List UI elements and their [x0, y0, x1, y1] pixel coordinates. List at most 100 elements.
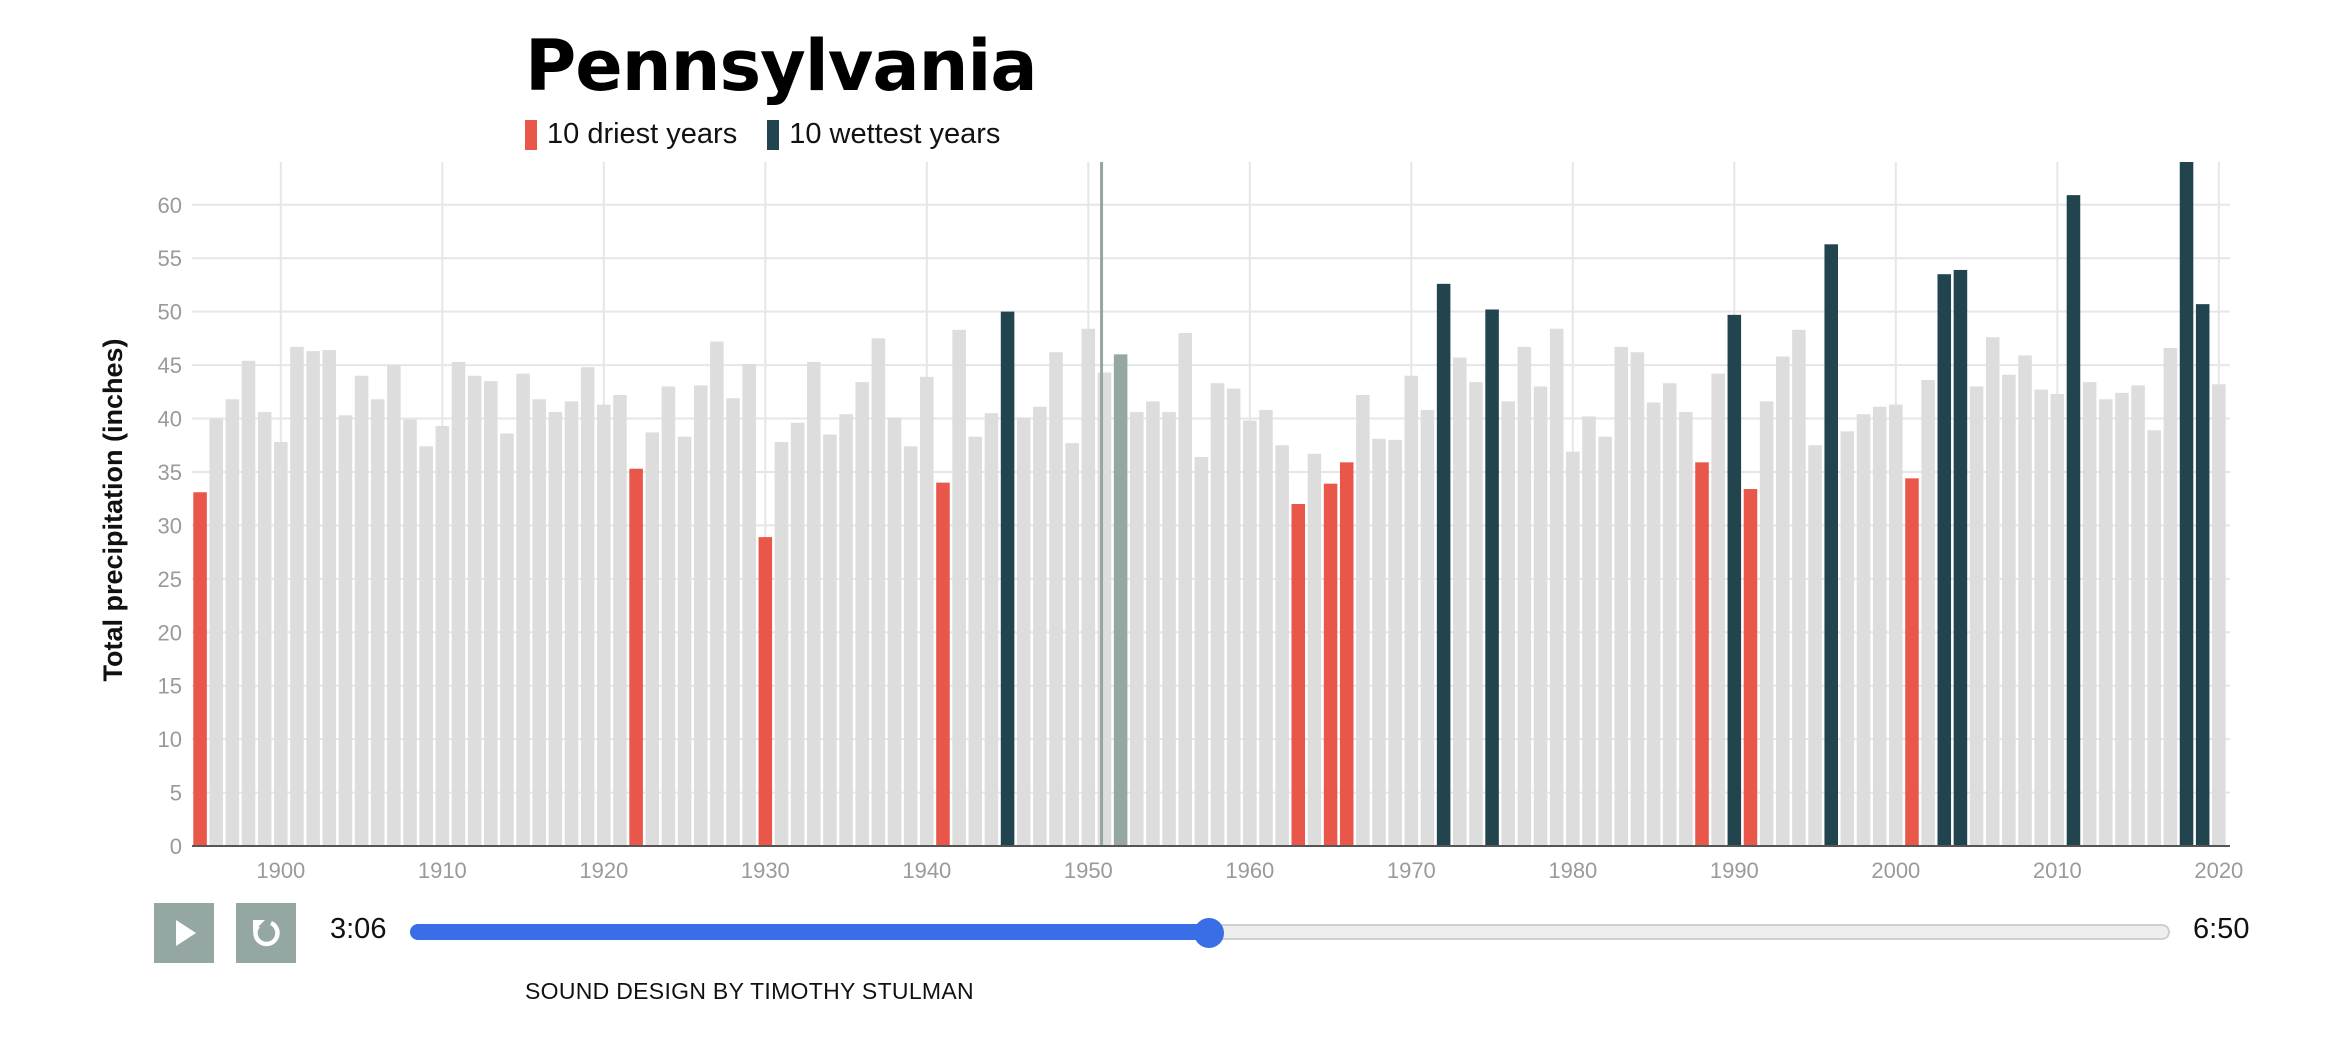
play-button[interactable] [154, 903, 214, 963]
bar-1997 [1840, 431, 1855, 846]
bar-1978 [1533, 386, 1548, 846]
bar-1940 [920, 376, 934, 846]
bars [193, 162, 2226, 847]
bar-1937 [871, 338, 886, 846]
bar-1962 [1275, 445, 1289, 846]
bar-1947 [1033, 406, 1047, 846]
bar-2015 [2131, 385, 2145, 846]
progress-track[interactable] [410, 924, 2170, 940]
bar-1921 [613, 394, 627, 846]
bar-2006 [1985, 337, 2000, 846]
bar-1993 [1776, 356, 1790, 846]
bar-2000 [1889, 404, 1903, 846]
x-tick-label: 1940 [902, 858, 951, 883]
y-tick-label: 20 [158, 620, 182, 645]
progress-thumb[interactable] [1194, 918, 1225, 948]
bar-1952 [1113, 354, 1128, 846]
bar-1964 [1307, 453, 1322, 846]
bar-1973 [1453, 357, 1467, 846]
bar-1926 [693, 385, 708, 846]
bar-1933 [807, 361, 821, 846]
bar-1992 [1759, 401, 1774, 846]
x-tick-label: 1910 [418, 858, 467, 883]
bar-2017 [2163, 347, 2178, 846]
bar-1949 [1065, 443, 1079, 846]
bar-1999 [1872, 406, 1887, 846]
x-tick-label: 1960 [1225, 858, 1274, 883]
bar-1895 [193, 492, 207, 846]
bar-1923 [645, 432, 660, 846]
bar-1959 [1226, 388, 1241, 846]
bar-1945 [1000, 311, 1015, 846]
bar-2013 [2099, 399, 2113, 846]
bar-1979 [1549, 328, 1564, 847]
bar-2014 [2115, 392, 2129, 846]
bar-1994 [1792, 329, 1806, 846]
play-icon [176, 920, 196, 946]
bar-1928 [726, 398, 740, 846]
bar-1955 [1162, 412, 1176, 846]
bar-1941 [936, 482, 950, 846]
bar-1908 [403, 419, 417, 846]
y-tick-label: 45 [158, 353, 182, 378]
bar-1938 [887, 417, 902, 846]
bar-1987 [1679, 412, 1693, 846]
bar-2012 [2082, 382, 2097, 846]
bar-1898 [241, 360, 256, 846]
bar-1930 [758, 537, 773, 846]
bar-1905 [354, 375, 369, 846]
bar-1946 [1016, 417, 1031, 846]
x-tick-label: 1970 [1387, 858, 1436, 883]
x-tick-label: 1980 [1548, 858, 1597, 883]
bar-2001 [1905, 478, 1919, 846]
x-tick-label: 1950 [1064, 858, 1113, 883]
bar-1986 [1662, 383, 1677, 846]
bar-1960 [1243, 420, 1257, 846]
y-tick-label: 15 [158, 674, 182, 699]
y-tick-label: 25 [158, 567, 182, 592]
legend: 10 driest years 10 wettest years [525, 118, 1030, 151]
bar-1957 [1194, 456, 1209, 846]
y-axis-label: Total precipitation (inches) [98, 338, 128, 681]
bar-1935 [839, 414, 853, 846]
axes: 0 5 10 15 20 25 30 35 40 45 50 55 60 1900 1910 1920 1930… [158, 193, 2244, 883]
bar-2018 [2179, 162, 2194, 846]
legend-label-driest: 10 driest years [547, 118, 738, 150]
bar-1972 [1436, 283, 1451, 846]
x-tick-label: 1930 [741, 858, 790, 883]
current-time: 3:06 [330, 913, 387, 945]
bar-1899 [257, 412, 272, 846]
bar-1967 [1356, 394, 1370, 846]
bar-2016 [2147, 430, 2161, 846]
bar-1965 [1323, 483, 1338, 846]
x-tick-label: 2020 [2194, 858, 2243, 883]
bar-1922 [629, 468, 643, 846]
bar-1989 [1711, 373, 1725, 846]
bar-1924 [661, 386, 676, 846]
x-tick-label: 2000 [1871, 858, 1920, 883]
replay-button[interactable] [236, 903, 296, 963]
bar-1909 [419, 446, 433, 846]
bar-1975 [1485, 309, 1499, 846]
legend-swatch-wettest [767, 119, 780, 150]
bar-2011 [2066, 195, 2081, 847]
bar-1971 [1420, 409, 1435, 846]
x-tick-label: 1920 [579, 858, 628, 883]
bar-2019 [2195, 304, 2210, 846]
bar-1961 [1259, 409, 1273, 846]
bar-1915 [516, 373, 530, 846]
bar-1950 [1081, 328, 1096, 847]
bar-1917 [548, 412, 563, 846]
x-tick-label: 1900 [256, 858, 305, 883]
bar-1900 [274, 442, 288, 846]
y-tick-label: 40 [158, 407, 182, 432]
bar-1974 [1469, 382, 1483, 846]
bar-1916 [532, 399, 546, 846]
bar-1902 [306, 351, 320, 846]
bar-1929 [742, 363, 756, 846]
bar-1954 [1146, 401, 1160, 846]
chart-title: Pennsylvania [525, 25, 1038, 107]
bar-1932 [790, 422, 805, 846]
total-time: 6:50 [2193, 913, 2250, 945]
bar-1907 [387, 365, 401, 846]
